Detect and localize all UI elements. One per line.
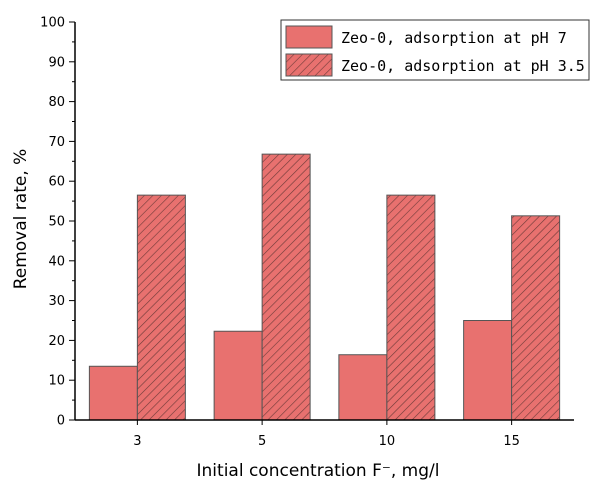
axes: 3 5 10 15 0 10 20 30 40 50 60 70 80 90 100 [40, 16, 574, 449]
bar-ph35-5 [261, 153, 311, 421]
x-tick-label-5: 5 [258, 434, 266, 449]
y-tick-label-50: 50 [48, 215, 65, 230]
y-tick-label-40: 40 [48, 254, 65, 269]
y-tick-label-30: 30 [48, 294, 65, 309]
x-tick-label-15: 15 [503, 434, 520, 449]
x-axis-title: Initial concentration F⁻, mg/l [197, 461, 440, 481]
y-tick-label-80: 80 [48, 95, 65, 110]
bar-ph7-15 [463, 320, 513, 421]
bar-ph7-10 [338, 354, 388, 421]
y-tick-label-70: 70 [48, 135, 65, 150]
y-tick-label-90: 90 [48, 55, 65, 70]
y-tick-label-10: 10 [48, 374, 65, 389]
bar-ph35-15 [511, 215, 561, 421]
y-tick-label-0: 0 [57, 414, 65, 429]
y-axis-title: Removal rate, % [11, 149, 31, 290]
y-tick-label-60: 60 [48, 175, 65, 190]
bar-ph7-3 [88, 365, 138, 421]
legend-label-ph35: Zeo-0, adsorption at pH 3.5 [341, 57, 585, 75]
bar-ph7-5 [213, 330, 263, 421]
y-tick-label-100: 100 [40, 16, 65, 31]
bar-ph35-10 [386, 194, 436, 421]
y-tick-label-20: 20 [48, 334, 65, 349]
bar-ph35-3 [136, 194, 186, 421]
plot-area [88, 153, 561, 421]
x-tick-label-10: 10 [379, 434, 396, 449]
legend-swatch-ph7 [285, 25, 333, 49]
x-tick-label-3: 3 [133, 434, 141, 449]
legend: Zeo-0, adsorption at pH 7 Zeo-0, adsorpt… [280, 19, 590, 81]
legend-label-ph7: Zeo-0, adsorption at pH 7 [341, 29, 567, 47]
legend-swatch-ph35 [285, 53, 333, 77]
